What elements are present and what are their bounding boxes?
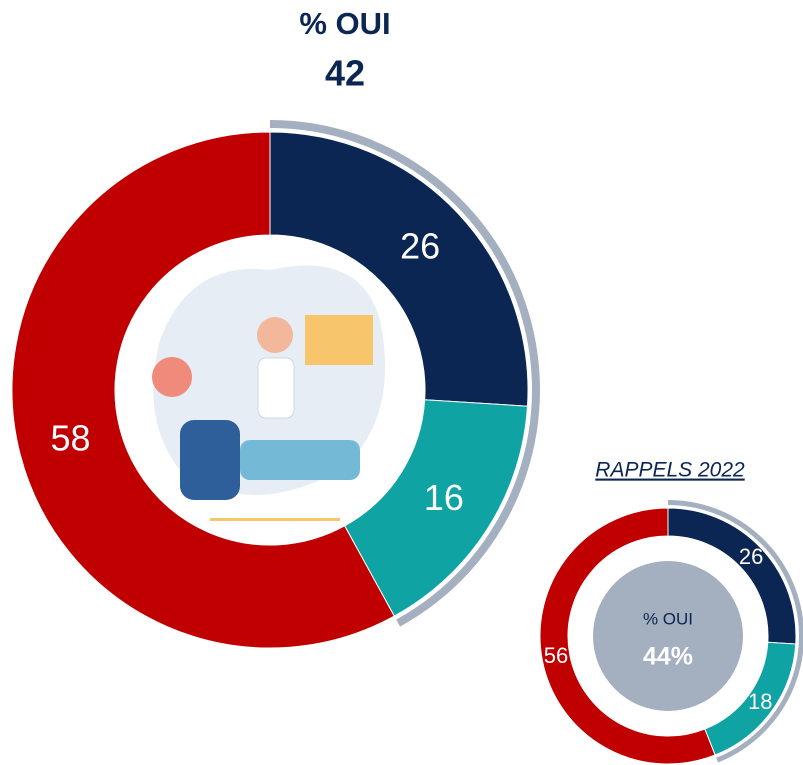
center-value: 44% bbox=[643, 643, 693, 671]
data-label: 26 bbox=[739, 544, 763, 569]
center-disc bbox=[593, 561, 743, 711]
chart: % OUI 42 RAPPELS 2022 26 16 58 26 18 56 % OUI 4… bbox=[0, 0, 803, 765]
data-label: 26 bbox=[400, 225, 440, 266]
data-label: 58 bbox=[50, 418, 90, 459]
chart-title: % OUI bbox=[299, 6, 390, 41]
data-label: 56 bbox=[544, 643, 568, 668]
illustration bbox=[115, 235, 425, 545]
center-label: % OUI bbox=[643, 609, 693, 628]
data-label: 16 bbox=[424, 477, 464, 518]
highlight-value: 42 bbox=[325, 53, 365, 94]
data-label: 18 bbox=[748, 689, 772, 714]
chart-title: RAPPELS 2022 bbox=[595, 459, 745, 482]
